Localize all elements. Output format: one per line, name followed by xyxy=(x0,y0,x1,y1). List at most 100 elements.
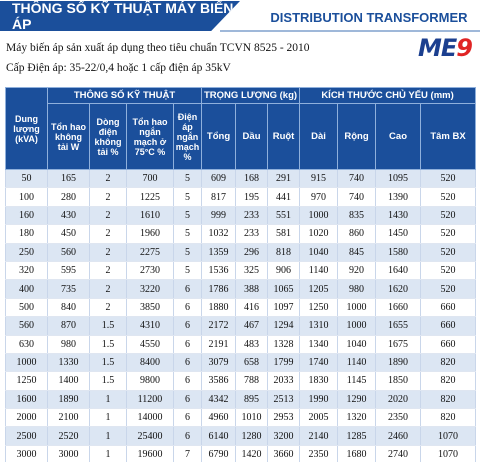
header-group-tech: THÔNG SỐ KỸ THUẬT xyxy=(46,87,203,104)
table-cell: 820 xyxy=(420,408,477,428)
table-cell: 1536 xyxy=(201,261,237,281)
header-weight-total: Tổng xyxy=(201,103,237,170)
table-cell: 6 xyxy=(172,371,203,391)
intro-text: Máy biến áp sản xuất áp dụng theo tiêu c… xyxy=(6,38,310,78)
table-cell: 100 xyxy=(5,187,48,207)
table-cell: 520 xyxy=(420,206,477,226)
table-cell: 920 xyxy=(337,261,377,281)
table-cell: 2 xyxy=(89,206,127,226)
table-cell: 1097 xyxy=(267,298,301,318)
table-cell: 2005 xyxy=(299,408,339,428)
table-cell: 291 xyxy=(267,169,301,189)
table-cell: 6790 xyxy=(201,445,237,462)
table-cell: 1990 xyxy=(299,390,339,410)
table-cell: 1000 xyxy=(337,316,377,336)
table-cell: 1290 xyxy=(337,390,377,410)
table-cell: 1285 xyxy=(337,426,377,446)
logo-number: 9 xyxy=(456,34,473,62)
table-cell: 483 xyxy=(235,335,269,354)
table-cell: 2 xyxy=(89,187,127,207)
header-no-load-loss: Tổn hao không tải W xyxy=(47,103,90,170)
table-cell: 840 xyxy=(47,298,90,318)
table-cell: 8400 xyxy=(126,353,174,373)
table-cell: 1580 xyxy=(375,243,422,262)
table-cell: 180 xyxy=(5,224,48,244)
table-cell: 1225 xyxy=(126,187,174,207)
table-cell: 2350 xyxy=(375,408,422,428)
table-row: 3000 3000 1 19600 7 6790 1420 3660 2350 1680 2740 1… xyxy=(5,445,477,462)
table-cell: 1032 xyxy=(201,224,237,244)
table-cell: 1250 xyxy=(299,298,339,318)
table-cell: 1070 xyxy=(420,445,477,462)
table-cell: 4550 xyxy=(126,335,174,354)
table-cell: 3079 xyxy=(201,353,237,373)
table-cell: 3850 xyxy=(126,298,174,318)
table-cell: 25400 xyxy=(126,426,174,446)
table-cell: 233 xyxy=(235,224,269,244)
table-cell: 2033 xyxy=(267,371,301,391)
table-cell: 3000 xyxy=(47,445,90,462)
table-cell: 1880 xyxy=(201,298,237,318)
table-cell: 5 xyxy=(172,187,203,207)
table-cell: 1400 xyxy=(47,371,90,391)
table-cell: 915 xyxy=(299,169,339,189)
table-cell: 3200 xyxy=(267,426,301,446)
table-cell: 2513 xyxy=(267,390,301,410)
table-cell: 551 xyxy=(267,206,301,226)
table-cell: 2 xyxy=(89,298,127,318)
table-cell: 630 xyxy=(5,335,48,354)
header-short-circuit-loss: Tổn hao ngắn mạch ở 75°C % xyxy=(126,103,174,170)
table-cell: 11200 xyxy=(126,390,174,410)
table-cell: 6 xyxy=(172,316,203,336)
table-row: 180 450 2 1960 5 1032 233 581 1020 860 1450 520 xyxy=(5,224,477,244)
table-cell: 835 xyxy=(337,206,377,226)
table-cell: 1960 xyxy=(126,224,174,244)
table-cell: 2953 xyxy=(267,408,301,428)
table-row: 500 840 2 3850 6 1880 416 1097 1250 1000 1660 660 xyxy=(5,298,477,318)
table-row: 1250 1400 1.5 9800 6 3586 788 2033 1830 1145 1850 8… xyxy=(5,371,477,391)
table-cell: 1070 xyxy=(420,426,477,446)
header-capacity: Dung lượng (kVA) xyxy=(5,87,48,170)
table-cell: 320 xyxy=(5,261,48,281)
transformer-spec-table: Dung lượng (kVA) THÔNG SỐ KỸ THUẬT TRỌNG… xyxy=(5,87,477,462)
table-cell: 1000 xyxy=(299,206,339,226)
table-row: 2500 2520 1 25400 6 6140 1280 3200 2140 1285 2460 1… xyxy=(5,426,477,446)
table-cell: 520 xyxy=(420,224,477,244)
table-cell: 1 xyxy=(89,390,127,410)
table-cell: 1890 xyxy=(375,353,422,373)
table-row: 630 980 1.5 4550 6 2191 483 1328 1340 1040 1675 660 xyxy=(5,335,477,354)
table-cell: 1 xyxy=(89,426,127,446)
table-cell: 1140 xyxy=(337,353,377,373)
table-row: 160 430 2 1610 5 999 233 551 1000 835 1430 520 xyxy=(5,206,477,226)
table-cell: 999 xyxy=(201,206,237,226)
table-cell: 560 xyxy=(47,243,90,262)
table-cell: 2350 xyxy=(299,445,339,462)
table-cell: 3586 xyxy=(201,371,237,391)
table-cell: 1328 xyxy=(267,335,301,354)
table-cell: 467 xyxy=(235,316,269,336)
header-length: Dài xyxy=(299,103,339,170)
header-no-load-current: Dòng điện không tải % xyxy=(89,103,127,170)
table-cell: 325 xyxy=(235,261,269,281)
table-cell: 1640 xyxy=(375,261,422,281)
table-cell: 2520 xyxy=(47,426,90,446)
table-cell: 2 xyxy=(89,169,127,189)
table-cell: 788 xyxy=(235,371,269,391)
table-cell: 9800 xyxy=(126,371,174,391)
table-row: 1000 1330 1.5 8400 6 3079 658 1799 1740 1140 1890 8… xyxy=(5,353,477,373)
table-cell: 2020 xyxy=(375,390,422,410)
table-cell: 168 xyxy=(235,169,269,189)
table-cell: 19600 xyxy=(126,445,174,462)
header-group-dims: KÍCH THƯỚC CHỦ YẾU (mm) xyxy=(299,87,477,104)
table-cell: 1610 xyxy=(126,206,174,226)
table-cell: 660 xyxy=(420,335,477,354)
table-cell: 520 xyxy=(420,169,477,189)
table-cell: 2 xyxy=(89,279,127,299)
table-cell: 1786 xyxy=(201,279,237,299)
table-cell: 2 xyxy=(89,261,127,281)
table-cell: 520 xyxy=(420,243,477,262)
table-cell: 2100 xyxy=(47,408,90,428)
table-cell: 1205 xyxy=(299,279,339,299)
table-cell: 280 xyxy=(47,187,90,207)
logo-letters: ME xyxy=(418,34,457,62)
